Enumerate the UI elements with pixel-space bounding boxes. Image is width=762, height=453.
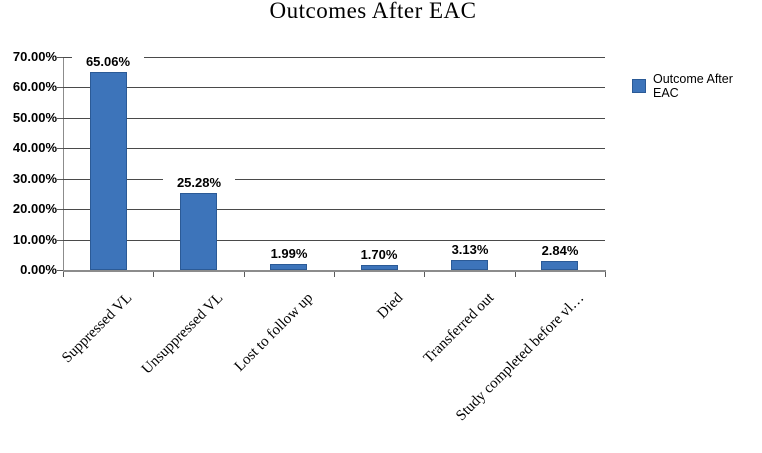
bar-value-label: 25.28% <box>163 175 235 191</box>
bar-value-label: 1.99% <box>253 246 325 262</box>
y-tick-mark <box>57 209 63 210</box>
x-axis-label: Suppressed VL <box>59 290 136 367</box>
y-tick-label: 40.00% <box>12 140 57 155</box>
bar <box>270 264 307 270</box>
gridline <box>63 118 605 119</box>
bar <box>541 261 578 270</box>
y-tick-label: 10.00% <box>12 232 57 247</box>
bar-value-label: 65.06% <box>72 54 144 70</box>
y-tick-mark <box>57 240 63 241</box>
legend: Outcome After EAC <box>632 72 762 100</box>
y-tick-label: 30.00% <box>12 171 57 186</box>
legend-label: Outcome After EAC <box>653 72 733 100</box>
bar-value-label: 2.84% <box>524 243 596 259</box>
bar <box>451 260 488 270</box>
gridline <box>63 57 605 58</box>
x-tick-mark <box>63 272 64 277</box>
chart-title: Outcomes After EAC <box>269 0 477 23</box>
x-tick-mark <box>515 272 516 277</box>
y-tick-mark <box>57 148 63 149</box>
y-tick-label: 50.00% <box>12 110 57 125</box>
y-tick-label: 60.00% <box>12 79 57 94</box>
plot-area <box>63 57 606 272</box>
gridline <box>63 87 605 88</box>
gridline <box>63 179 605 180</box>
gridline <box>63 209 605 210</box>
x-tick-mark <box>334 272 335 277</box>
bar <box>180 193 217 270</box>
bar-value-label: 1.70% <box>343 247 415 263</box>
y-tick-mark <box>57 270 63 271</box>
x-tick-mark <box>153 272 154 277</box>
x-tick-mark <box>424 272 425 277</box>
bar <box>90 72 127 270</box>
y-tick-mark <box>57 118 63 119</box>
y-tick-label: 70.00% <box>12 49 57 64</box>
legend-color-swatch <box>632 79 646 93</box>
gridline <box>63 240 605 241</box>
bar-value-label: 3.13% <box>434 242 506 258</box>
y-tick-label: 20.00% <box>12 201 57 216</box>
y-tick-label: 0.00% <box>20 262 57 277</box>
gridline <box>63 148 605 149</box>
y-tick-mark <box>57 179 63 180</box>
x-tick-mark <box>244 272 245 277</box>
x-tick-mark <box>605 272 606 277</box>
y-tick-mark <box>57 87 63 88</box>
y-tick-mark <box>57 57 63 58</box>
bar <box>361 265 398 270</box>
